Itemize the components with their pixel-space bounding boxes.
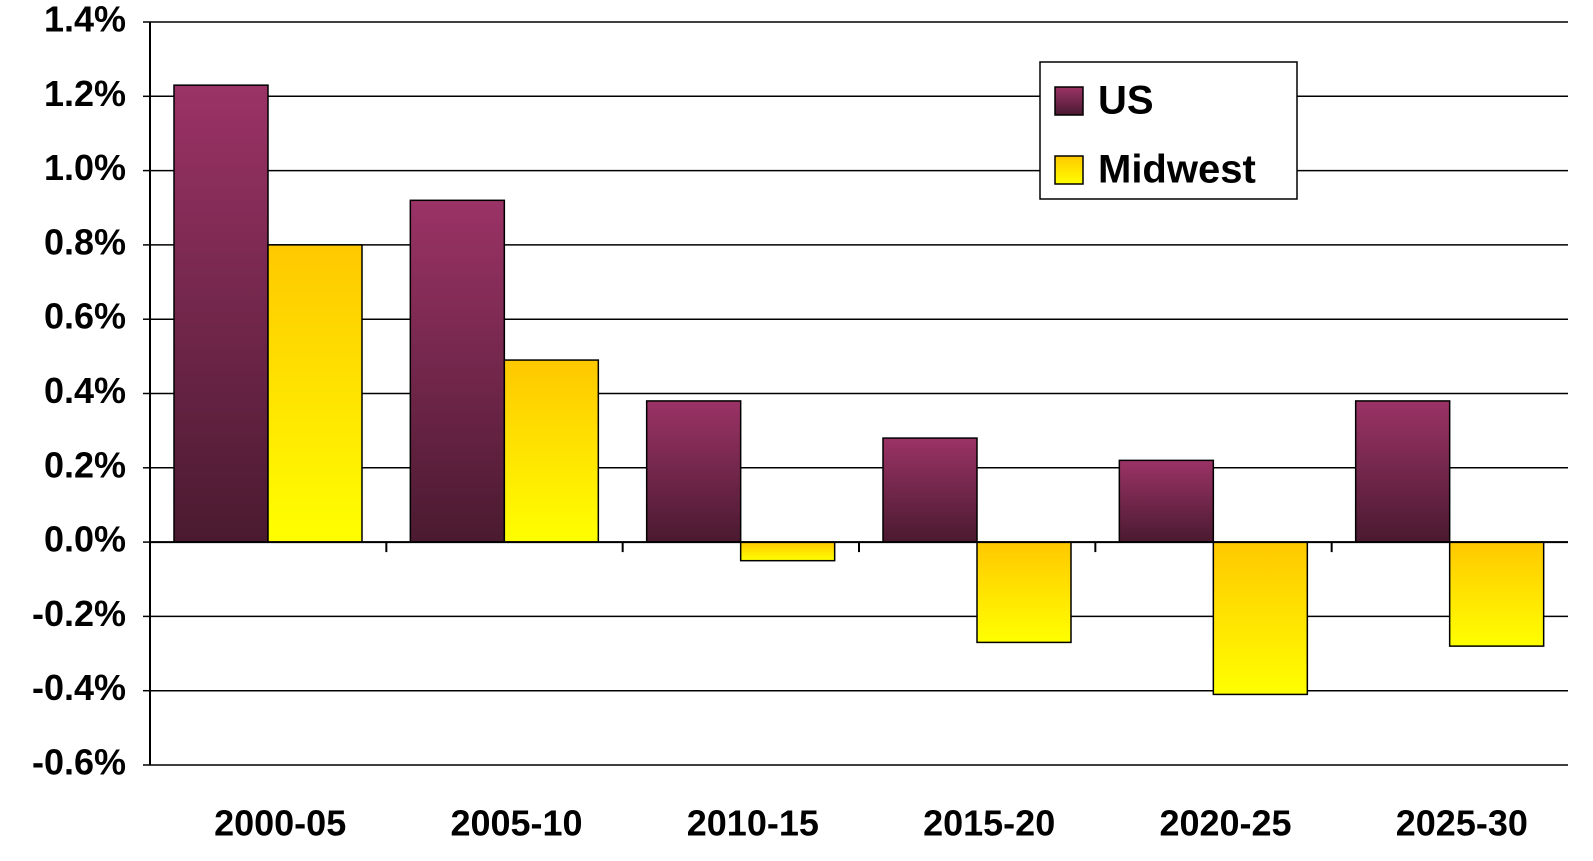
bar: [1212, 541, 1309, 696]
bar: [1118, 459, 1215, 543]
y-tick-label: -0.4%: [32, 667, 126, 708]
bar: [882, 437, 978, 543]
bar: [173, 84, 269, 543]
x-tick-label: 2010-15: [687, 803, 819, 844]
legend-swatch: [1054, 86, 1084, 116]
x-tick-label: 2025-30: [1396, 803, 1528, 844]
bar: [645, 400, 742, 543]
x-tick-label: 2000-05: [214, 803, 346, 844]
x-tick-label: 2015-20: [923, 803, 1055, 844]
bar: [739, 541, 836, 562]
bar: [267, 244, 363, 543]
y-tick-label: 1.0%: [44, 147, 126, 188]
y-tick-label: 0.0%: [44, 519, 126, 560]
bar: [976, 541, 1072, 644]
bar: [1354, 400, 1451, 543]
bar: [409, 199, 506, 543]
x-tick-label: 2005-10: [450, 803, 582, 844]
legend-label: Midwest: [1098, 148, 1256, 192]
y-tick-label: 0.8%: [44, 221, 126, 262]
y-tick-label: -0.6%: [32, 742, 126, 783]
x-tick-label: 2020-25: [1159, 803, 1291, 844]
bar: [503, 359, 600, 543]
y-tick-label: 0.2%: [44, 444, 126, 485]
y-tick-label: 0.4%: [44, 370, 126, 411]
legend-label: US: [1098, 79, 1154, 123]
legend-swatch: [1054, 155, 1084, 185]
y-tick-label: -0.2%: [32, 593, 126, 634]
bar: [1448, 541, 1545, 647]
y-tick-label: 0.6%: [44, 296, 126, 337]
y-tick-label: 1.2%: [44, 73, 126, 114]
y-tick-label: 1.4%: [44, 0, 126, 40]
